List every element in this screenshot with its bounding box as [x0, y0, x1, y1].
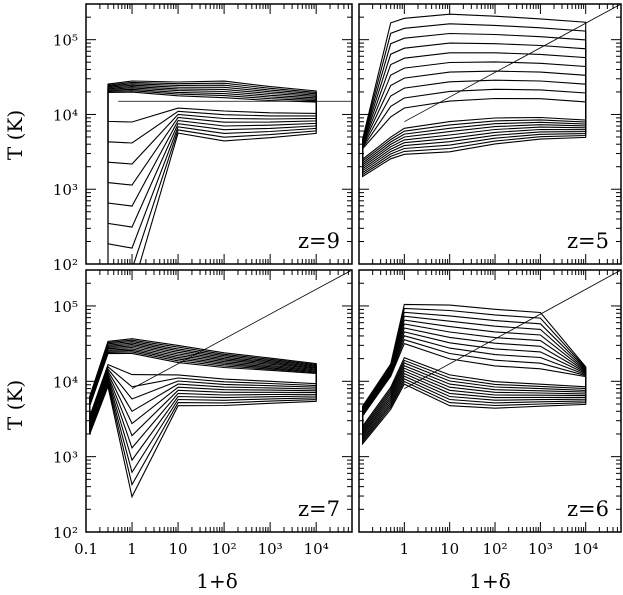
x-tick-label: 10³	[258, 540, 283, 558]
redshift-label: z=7	[298, 497, 340, 521]
xlabel-right: 1+δ	[469, 569, 511, 593]
contour-line	[362, 79, 587, 165]
axis-ticks	[358, 3, 622, 265]
x-tick-label: 10³	[528, 540, 553, 558]
equilibrium-line	[404, 4, 621, 123]
x-tick-label: 10	[440, 540, 459, 558]
ylabel-top: T (K)	[3, 110, 27, 160]
x-tick-label: 10⁴	[304, 540, 329, 558]
y-tick-label: 10³	[53, 449, 78, 467]
panel-frame	[85, 269, 353, 533]
contour-line	[89, 338, 317, 499]
contours	[362, 303, 587, 446]
y-tick-label: 10⁴	[53, 106, 78, 124]
ylabel-bottom: T (K)	[3, 380, 27, 430]
x-tick-label: 1	[400, 540, 410, 558]
panels: z=9 10² 10³ 10⁴ 10⁵ z=5 z=7 10² 10³ 10⁴ 10⁵ 0.1 1 10 1…	[53, 3, 622, 558]
panel-frame	[358, 3, 622, 265]
panel-top-left: z=9 10² 10³ 10⁴ 10⁵	[53, 3, 353, 274]
contour-line	[362, 303, 587, 446]
x-tick-label: 1	[127, 540, 137, 558]
panel-frame	[358, 269, 622, 533]
axis-ticks	[85, 269, 353, 533]
panel-top-right: z=5	[358, 3, 622, 265]
contour-line	[107, 83, 317, 249]
contours	[89, 338, 317, 499]
y-tick-label: 10²	[53, 524, 78, 542]
contours	[362, 13, 587, 178]
contour-line	[362, 61, 587, 168]
contours	[107, 80, 317, 264]
y-tick-label: 10⁴	[53, 373, 78, 391]
y-tick-label: 10²	[53, 256, 78, 274]
x-tick-label: 0.1	[74, 540, 98, 558]
y-tick-label: 10⁵	[53, 32, 78, 50]
redshift-label: z=5	[567, 229, 609, 253]
x-tick-label: 10	[169, 540, 188, 558]
x-tick-label: 10²	[482, 540, 507, 558]
axis-ticks	[358, 269, 622, 533]
contour-line	[107, 80, 317, 264]
contour-line	[107, 86, 317, 207]
contour-line	[362, 13, 587, 178]
redshift-label: z=6	[567, 497, 609, 521]
equilibrium-line	[131, 270, 352, 389]
y-tick-label: 10⁵	[53, 298, 78, 316]
redshift-label: z=9	[298, 229, 340, 253]
panel-bottom-right: z=6 1 10 10² 10³ 10⁴	[358, 269, 622, 558]
xlabel-left: 1+δ	[196, 569, 238, 593]
equilibrium-line	[404, 270, 621, 389]
x-tick-label: 10⁴	[573, 540, 598, 558]
y-tick-label: 10³	[53, 181, 78, 199]
panel-bottom-left: z=7 10² 10³ 10⁴ 10⁵ 0.1 1 10 10² 10³ 10⁴	[53, 269, 353, 558]
x-tick-label: 10²	[212, 540, 237, 558]
panel-frame	[85, 3, 353, 265]
